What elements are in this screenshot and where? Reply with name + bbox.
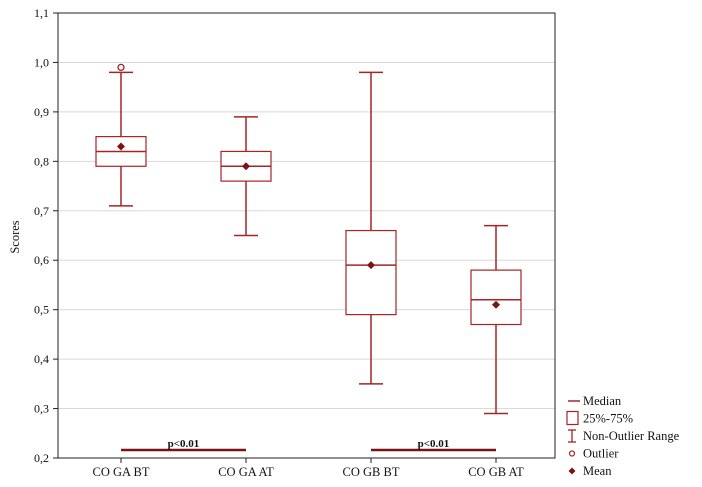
y-tick-label: 0,8 [34,154,49,168]
y-tick-label: 1,1 [34,6,49,20]
y-axis-label: Scores [8,220,22,253]
legend-label: Non-Outlier Range [583,429,680,443]
mean-marker [492,300,500,309]
significance-label: p<0.01 [168,438,200,450]
box-group [345,71,397,385]
legend-item: 25%-75% [566,410,633,426]
legend-label: Outlier [583,447,619,461]
legend-label: 25%-75% [583,412,633,426]
y-tick-label: 0,6 [34,253,49,267]
axes: 0,2 0,3 0,4 0,5 0,6 0,7 0,8 0,9 1,0 1,1 CO GA BT CO… [34,6,556,479]
mean-marker [242,162,250,171]
mean-marker [367,261,375,270]
legend: Median 25%-75% Non-Outlier Range Outlier Mea… [566,394,680,478]
legend-item: Mean [568,464,612,478]
significance-label: p<0.01 [418,438,450,450]
legend-label: Median [583,394,622,408]
legend-box-symbol [566,410,579,426]
legend-mean-symbol [568,467,576,475]
y-tick-label: 0,7 [34,204,49,218]
iqr-box [470,269,522,326]
plot-frame [57,12,556,459]
legend-label: Mean [583,464,612,478]
box-series [95,63,522,415]
x-tick-label: CO GB AT [468,465,524,479]
outlier-point [117,63,125,72]
y-tick-label: 0,3 [34,402,49,416]
legend-outlier-symbol [568,450,576,457]
x-tick-label: CO GA AT [218,465,274,479]
y-tick-label: 1,0 [34,55,49,69]
box-group [470,224,522,415]
x-tick-label: CO GB BT [343,465,400,479]
legend-item: Median [568,394,622,408]
grid-lines [58,61,555,410]
significance-annotations: p<0.01 p<0.01 [121,438,496,452]
box-group [95,63,147,207]
box-group [220,116,272,237]
mean-marker [117,142,125,151]
iqr-box [345,229,397,316]
y-tick-label: 0,2 [34,451,49,465]
y-tick-label: 0,5 [34,303,49,317]
legend-item: Non-Outlier Range [568,429,680,443]
legend-item: Outlier [568,447,619,461]
y-tick-label: 0,4 [34,352,49,366]
y-tick-label: 0,9 [34,105,49,119]
x-tick-label: CO GA BT [93,465,150,479]
